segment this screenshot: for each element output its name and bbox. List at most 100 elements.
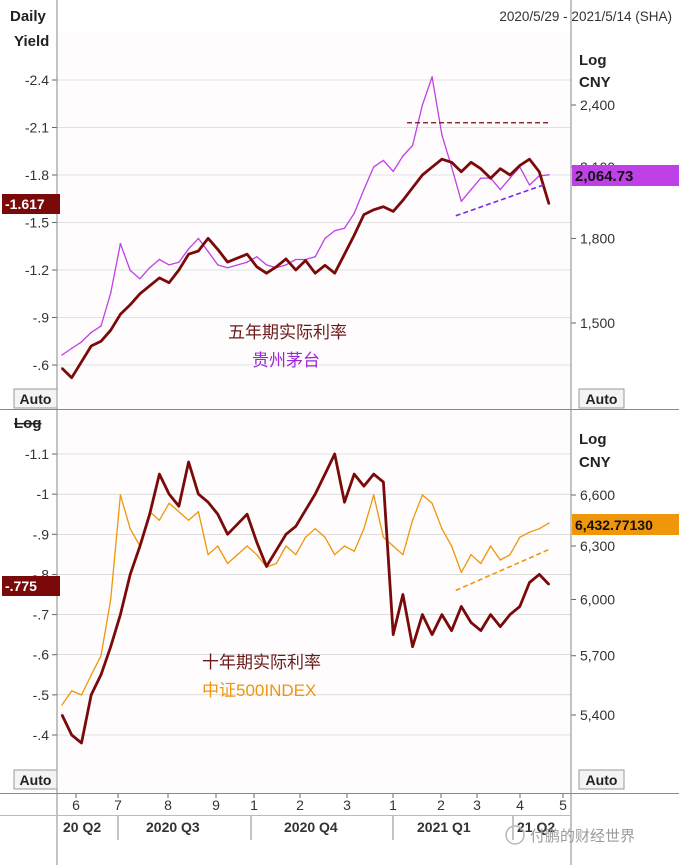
top-plot-area: [57, 33, 571, 409]
top-left-tick-label: -1.2: [25, 262, 49, 278]
bottom-data-point: [538, 528, 540, 530]
frequency-label: Daily: [10, 8, 47, 25]
top-data-point: [470, 188, 472, 191]
top-data-point: [538, 170, 541, 173]
bottom-data-point: [61, 704, 63, 706]
top-data-point: [382, 159, 385, 162]
bottom-data-point: [421, 494, 424, 496]
top-data-point: [499, 188, 501, 191]
top-right-tick-label: 1,500: [580, 315, 615, 331]
bottom-data-point: [402, 554, 404, 556]
bottom-data-point: [70, 734, 73, 736]
top-data-point: [178, 269, 180, 271]
top-data-point: [294, 269, 297, 271]
bottom-right-value-tag: 6,432.77130: [572, 514, 679, 535]
top-data-point: [372, 208, 375, 211]
bottom-right-tick-label: 6,600: [580, 487, 615, 503]
top-left-auto-button[interactable]: Auto: [13, 388, 58, 409]
top-data-point: [509, 177, 511, 179]
top-data-point: [421, 104, 424, 106]
bottom-data-point: [373, 494, 375, 496]
x-quarter-label: 21 Q2: [517, 819, 555, 835]
x-month-label: 1: [389, 797, 397, 813]
top-data-point: [402, 199, 404, 202]
bottom-data-point: [187, 519, 190, 521]
top-data-point: [90, 345, 93, 347]
top-right-tick-label: 1,800: [580, 230, 615, 246]
x-month-label: 7: [114, 797, 122, 813]
x-quarter-label: 2020 Q4: [284, 819, 338, 835]
bottom-data-point: [314, 493, 317, 495]
bottom-left-auto-button[interactable]: Auto: [13, 769, 58, 790]
bottom-data-point: [382, 536, 385, 538]
bottom-data-point: [392, 633, 395, 636]
top-right-tick-label: 2,400: [580, 97, 615, 113]
bottom-data-point: [148, 513, 151, 516]
top-data-point: [110, 292, 112, 294]
bottom-plot-area: [57, 411, 571, 793]
bottom-right-axis-title-cny: CNY: [579, 454, 611, 471]
bottom-data-point: [61, 714, 63, 716]
top-data-point: [216, 248, 219, 251]
top-right-value-text: 2,064.73: [575, 168, 633, 185]
bottom-trendline: [455, 548, 550, 592]
bottom-data-point: [518, 605, 521, 608]
bottom-right-tick-label: 5,400: [580, 707, 615, 723]
top-data-point: [528, 158, 531, 161]
bottom-data-point: [100, 673, 102, 676]
bottom-data-point: [343, 501, 346, 504]
bottom-data-point: [187, 461, 190, 463]
top-data-point: [275, 265, 278, 268]
bottom-right-axis-title-log: Log: [579, 431, 607, 448]
top-data-point: [402, 155, 404, 157]
bottom-data-point: [528, 581, 531, 584]
top-data-point: [363, 188, 365, 191]
bottom-data-point: [226, 562, 229, 565]
top-data-point: [129, 269, 131, 272]
bottom-data-point: [548, 522, 550, 524]
top-data-point: [207, 237, 210, 240]
top-left-auto-label: Auto: [20, 391, 52, 407]
top-data-point: [246, 261, 248, 263]
top-left-value-text: -1.617: [5, 196, 45, 212]
top-data-point: [129, 303, 132, 306]
x-quarter-label: 2021 Q1: [417, 819, 471, 835]
bottom-left-tick-label: -1: [37, 486, 50, 502]
bottom-data-point: [470, 554, 472, 556]
x-month-label: 1: [250, 797, 258, 813]
bottom-data-point: [158, 473, 161, 475]
bottom-right-auto-button[interactable]: Auto: [578, 769, 625, 790]
top-right-axis-title-log: Log: [579, 52, 607, 69]
top-data-point: [100, 325, 102, 327]
top-left-value-tag: -1.617: [2, 194, 60, 214]
top-data-point: [285, 264, 287, 266]
top-data-point: [139, 292, 141, 295]
top-data-point: [80, 360, 83, 363]
x-month-label: 3: [473, 797, 481, 813]
watermark-text: 付鹏的财经世界: [530, 828, 635, 845]
bottom-data-point: [178, 505, 180, 508]
bottom-data-point: [246, 513, 249, 516]
bottom-data-point: [489, 613, 492, 616]
top-data-point: [226, 267, 229, 269]
top-data-point: [119, 242, 122, 245]
bottom-data-point: [119, 613, 122, 616]
top-data-point: [197, 250, 200, 252]
top-data-point: [460, 200, 462, 202]
x-month-label: 9: [212, 797, 220, 813]
bottom-data-point: [207, 501, 210, 504]
bottom-data-point: [450, 545, 453, 547]
top-data-point: [168, 281, 171, 284]
bottom-left-axis-title: Log: [14, 415, 42, 432]
top-data-point: [479, 167, 482, 170]
top-right-auto-button[interactable]: Auto: [578, 388, 625, 409]
top-data-point: [197, 237, 200, 240]
bottom-data-point: [168, 502, 170, 504]
top-data-point: [109, 329, 112, 332]
top-data-point: [265, 272, 268, 275]
top-left-tick-label: -.9: [33, 310, 50, 326]
top-data-point: [70, 376, 73, 379]
top-data-point: [168, 264, 170, 266]
bottom-left-tick-label: -.7: [33, 607, 50, 623]
top-left-tick-label: -1.5: [25, 215, 49, 231]
